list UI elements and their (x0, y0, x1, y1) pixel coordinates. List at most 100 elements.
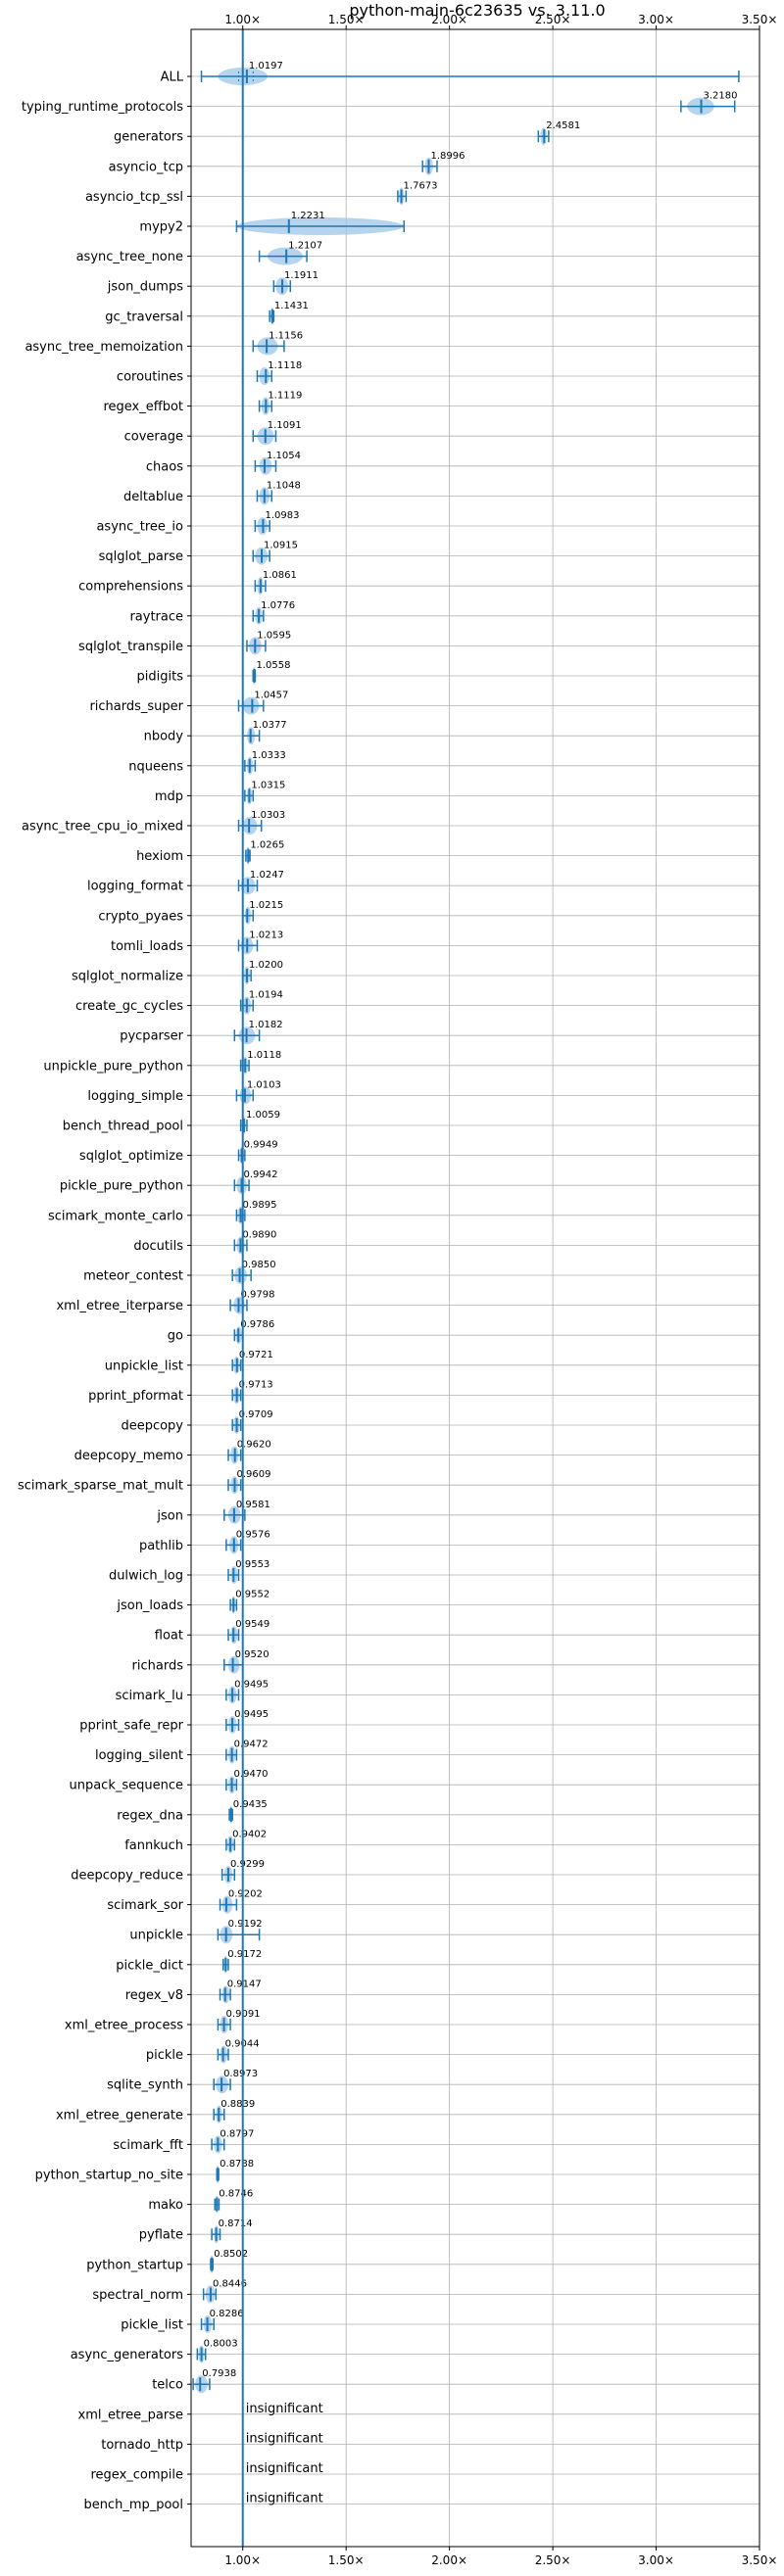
mean-data-label: 1.2231 (291, 211, 325, 221)
mean-data-label: 1.0103 (247, 1079, 281, 1090)
mean-data-label: 1.0558 (256, 660, 290, 671)
benchmark-label: logging_simple (87, 1089, 183, 1104)
benchmark-label: async_tree_cpu_io_mixed (22, 820, 183, 835)
mean-data-label: 0.9581 (236, 1500, 270, 1510)
mean-data-label: 0.9850 (242, 1260, 276, 1270)
mean-data-label: 1.0776 (261, 600, 295, 611)
benchmark-label: generators (114, 130, 183, 145)
x-axis-bottom: 1.00× 1.50× 2.00× 2.50× 3.00× 3.50× (224, 2547, 777, 2567)
x-tick-label: 2.00× (431, 13, 467, 26)
mean-data-label: 1.0200 (249, 960, 283, 971)
mean-data-label: 1.7673 (404, 180, 438, 191)
benchmark-label: json_dumps (107, 280, 183, 295)
benchmark-label: pickle_list (121, 2318, 183, 2333)
benchmark-label: pickle_dict (116, 1958, 183, 1973)
benchmark-label: regex_dna (117, 1808, 183, 1823)
mean-data-label: 0.9620 (237, 1440, 271, 1451)
mean-data-label: 1.1054 (267, 451, 301, 461)
benchmark-label: deepcopy_memo (74, 1449, 183, 1463)
benchmark-label: telco (152, 2378, 183, 2393)
x-axis-top: 1.00× 1.50× 2.00× 2.50× 3.00× 3.50× (224, 13, 777, 29)
benchmark-label: crypto_pyaes (98, 909, 183, 924)
benchmark-label: float (155, 1629, 183, 1644)
benchmark-label: sqlglot_normalize (72, 970, 183, 984)
benchmark-label: tornado_http (101, 2438, 183, 2453)
benchmark-label: coroutines (117, 370, 183, 385)
x-tick-label: 3.50× (742, 13, 778, 26)
benchmark-label: json_loads (116, 1598, 183, 1613)
x-tick-label: 1.50× (328, 2553, 365, 2567)
benchmark-label: sqlglot_transpile (78, 640, 183, 654)
benchmark-label: pprint_safe_repr (79, 1719, 183, 1734)
benchmark-label: fannkuch (124, 1838, 183, 1853)
benchmark-label: mypy2 (139, 220, 183, 235)
benchmark-label: go (168, 1329, 183, 1344)
mean-data-label: 0.9713 (239, 1379, 273, 1390)
benchmark-label: unpickle_list (105, 1359, 183, 1373)
mean-data-label: 0.9549 (235, 1619, 270, 1630)
insignificant-label: insignificant (246, 2431, 323, 2446)
mean-data-label: 0.8286 (210, 2309, 244, 2319)
benchmark-label: scimark_lu (116, 1689, 183, 1703)
benchmark-label: asyncio_tcp (109, 160, 183, 174)
mean-data-label: 0.8746 (219, 2189, 253, 2200)
benchmark-label: ALL (161, 71, 184, 85)
mean-data-label: 0.9552 (235, 1590, 270, 1600)
benchmark-label: regex_v8 (125, 1988, 183, 2003)
mean-data-label: 1.0059 (246, 1110, 280, 1121)
mean-data-label: 0.7938 (202, 2368, 236, 2379)
mean-data-label: 1.0595 (257, 630, 291, 641)
mean-data-label: 1.0915 (264, 541, 298, 551)
benchmark-label: hexiom (136, 849, 183, 864)
benchmark-label: logging_silent (95, 1748, 183, 1763)
mean-data-label: 1.0861 (263, 570, 297, 581)
benchmark-label: python_startup (86, 2258, 183, 2272)
chart-title: python-main-6c23635 vs. 3.11.0 (349, 1, 605, 20)
benchmark-label: mako (148, 2198, 183, 2213)
benchmark-label: pathlib (139, 1539, 183, 1553)
insignificant-label: insignificant (246, 2402, 323, 2416)
benchmark-label: pycparser (120, 1029, 183, 1044)
benchmark-label: async_tree_io (96, 520, 183, 535)
benchmark-label: pyflate (139, 2228, 183, 2243)
mean-data-label: 0.9786 (240, 1319, 274, 1330)
mean-data-label: 0.9172 (227, 1949, 262, 1960)
benchmark-label: asyncio_tcp_ssl (85, 190, 183, 205)
benchmark-label: xml_etree_parse (78, 2408, 183, 2422)
benchmark-label: comprehensions (78, 580, 183, 595)
mean-data-label: 0.8973 (223, 2069, 258, 2079)
benchmark-label: pickle_pure_python (60, 1179, 183, 1194)
mean-data-label: 0.8003 (204, 2339, 238, 2350)
benchmark-labels: ALL typing_runtime_protocols generators asy… (18, 71, 191, 2512)
benchmark-label: scimark_sor (107, 1898, 183, 1913)
x-tick-label: 2.50× (535, 13, 571, 26)
benchmark-label: richards (132, 1658, 184, 1673)
mean-data-label: 0.9895 (243, 1200, 277, 1211)
insignificant-label: insignificant (246, 2492, 323, 2506)
benchmark-label: sqlglot_parse (99, 549, 183, 564)
mean-data-label: 0.9472 (234, 1740, 269, 1750)
x-tick-label: 1.50× (328, 13, 365, 26)
x-tick-label: 3.00× (638, 2553, 674, 2567)
mean-data-label: 1.0377 (253, 720, 287, 731)
mean-data-label: 1.0197 (249, 61, 283, 72)
mean-data-label: 0.9721 (239, 1350, 273, 1360)
mean-data-label: 0.9402 (232, 1829, 267, 1839)
benchmark-label: tomli_loads (111, 939, 183, 954)
mean-data-label: 0.9553 (235, 1559, 270, 1570)
benchmark-label: scimark_monte_carlo (48, 1209, 183, 1223)
benchmark-label: bench_mp_pool (83, 2498, 183, 2512)
mean-data-label: 1.1911 (284, 270, 318, 281)
benchmark-label: xml_etree_process (65, 2019, 183, 2033)
benchmark-label: meteor_contest (83, 1269, 183, 1284)
mean-data-label: 1.0118 (247, 1050, 281, 1061)
mean-data-label: 0.9942 (244, 1169, 278, 1180)
benchmark-label: bench_thread_pool (63, 1120, 183, 1134)
mean-data-label: 2.4581 (546, 120, 580, 131)
benchmark-label: pidigits (137, 670, 184, 685)
mean-data-label: 0.9470 (234, 1769, 269, 1780)
benchmark-label: raytrace (129, 609, 183, 624)
mean-data-label: 0.9495 (234, 1679, 269, 1690)
benchmark-label: nqueens (128, 759, 183, 774)
benchmark-label: xml_etree_generate (56, 2108, 183, 2123)
